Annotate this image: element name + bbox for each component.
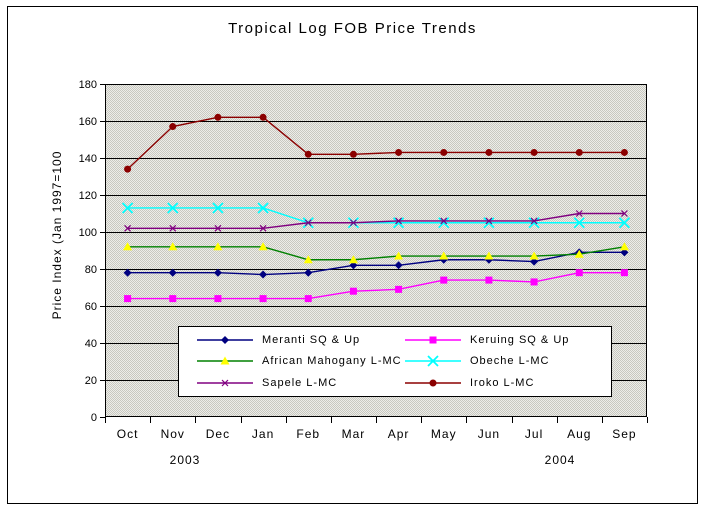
legend-key-meranti-sq-up [197, 335, 253, 344]
series-line-african-mahogany-l-mc [127, 246, 625, 261]
legend-label-obeche-l-mc: Obeche L-MC [470, 355, 550, 368]
x-tick-label-may: May [431, 427, 457, 441]
x-tick-label-nov: Nov [161, 427, 185, 441]
plot-border [104, 83, 648, 418]
series-line-iroko-l-mc [127, 116, 625, 170]
x-tick-label-jun: Jun [478, 427, 500, 441]
y-tick-label: 140 [79, 153, 97, 165]
legend-key-iroko-l-mc [405, 379, 461, 387]
legend-item-keruing-sq-up: Keruing SQ & Up [403, 332, 611, 348]
y-tick-label: 160 [79, 116, 97, 128]
x-tick-label-jul: Jul [525, 427, 543, 441]
year-label-2003: 2003 [169, 453, 201, 467]
legend-item-obeche-l-mc: Obeche L-MC [403, 353, 611, 369]
series-obeche-l-mc [121, 202, 631, 229]
x-tick-label-feb: Feb [296, 427, 320, 441]
series-line-keruing-sq-up [127, 272, 625, 300]
x-tick-label-sep: Sep [612, 427, 636, 441]
series-line-meranti-sq-up [127, 251, 625, 276]
x-tick-label-oct: Oct [117, 427, 139, 441]
series-keruing-sq-up [124, 269, 628, 303]
y-tick-label: 80 [85, 264, 97, 276]
legend-label-sapele-l-mc: Sapele L-MC [262, 377, 338, 390]
legend-item-african-mahogany-l-mc: African Mahogany L-MC [195, 353, 403, 369]
series-sapele-l-mc [124, 210, 628, 232]
series-line-obeche-l-mc [127, 207, 625, 224]
legend-item-iroko-l-mc: Iroko L-MC [403, 375, 611, 391]
legend-key-sapele-l-mc [197, 379, 253, 387]
series-line-sapele-l-mc [127, 212, 625, 230]
legend-label-african-mahogany-l-mc: African Mahogany L-MC [262, 355, 402, 368]
legend-label-keruing-sq-up: Keruing SQ & Up [470, 333, 570, 346]
y-tick-label: 60 [85, 301, 97, 313]
chart-title: Tropical Log FOB Price Trends [228, 20, 477, 37]
x-tick-label-dec: Dec [206, 427, 230, 441]
legend-box: Meranti SQ & Up Keruing SQ & Up African Ma… [178, 326, 612, 397]
legend-key-african-mahogany-l-mc [197, 356, 253, 365]
x-tick-label-mar: Mar [342, 427, 366, 441]
y-tick-label: 120 [79, 190, 97, 202]
series-iroko-l-mc [124, 113, 628, 173]
legend-label-iroko-l-mc: Iroko L-MC [470, 377, 535, 390]
x-tick-label-apr: Apr [388, 427, 410, 441]
legend-item-meranti-sq-up: Meranti SQ & Up [195, 332, 403, 348]
y-tick-label: 100 [79, 227, 97, 239]
y-tick-label: 180 [79, 79, 97, 91]
y-tick-label: 0 [91, 412, 97, 424]
legend-key-keruing-sq-up [405, 336, 461, 344]
year-label-2004: 2004 [544, 453, 576, 467]
y-tick-label: 20 [85, 375, 97, 387]
legend-label-meranti-sq-up: Meranti SQ & Up [262, 333, 361, 346]
y-tick-label: 40 [85, 338, 97, 350]
x-tick-label-jan: Jan [252, 427, 274, 441]
x-tick-label-aug: Aug [567, 427, 591, 441]
series-african-mahogany-l-mc [123, 242, 629, 264]
x-axis: Oct Nov Dec Jan Feb Mar Apr May Jun Jul Aug Sep [105, 417, 648, 441]
legend-key-obeche-l-mc [405, 355, 461, 368]
legend-item-sapele-l-mc: Sapele L-MC [195, 375, 403, 391]
